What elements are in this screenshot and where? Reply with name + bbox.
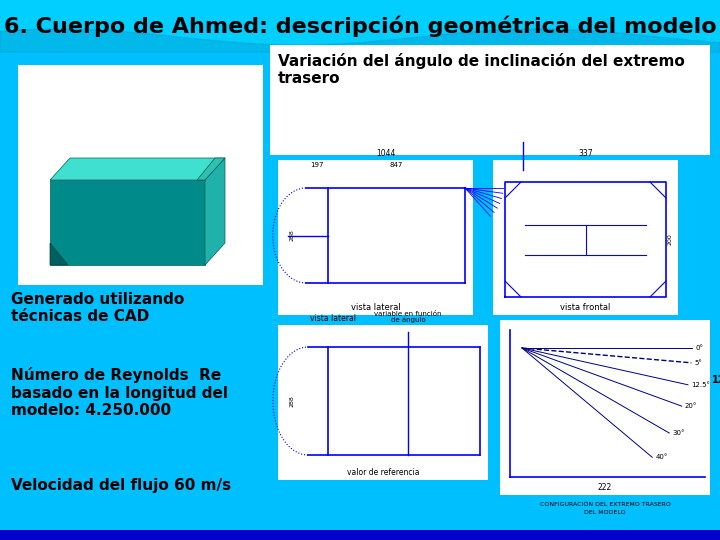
Polygon shape xyxy=(50,180,205,265)
Text: 5°: 5° xyxy=(694,360,702,366)
Text: 6. Cuerpo de Ahmed: descripción geométrica del modelo: 6. Cuerpo de Ahmed: descripción geométri… xyxy=(4,15,716,37)
Text: vista lateral: vista lateral xyxy=(310,314,356,323)
Text: 288: 288 xyxy=(289,395,294,407)
Text: 847: 847 xyxy=(390,162,403,168)
Text: 337: 337 xyxy=(578,149,593,158)
Text: 222: 222 xyxy=(598,483,612,492)
Bar xyxy=(278,325,488,480)
Text: 40°: 40° xyxy=(655,454,667,460)
Text: Número de Reynolds  Re
basado en la longitud del
modelo: 4.250.000: Número de Reynolds Re basado en la longi… xyxy=(11,367,228,418)
Polygon shape xyxy=(197,158,225,180)
Text: 12.5°: 12.5° xyxy=(712,375,720,385)
Bar xyxy=(0,530,720,540)
Text: Generado utilizando
técnicas de CAD: Generado utilizando técnicas de CAD xyxy=(11,292,184,324)
Text: valor de referencia: valor de referencia xyxy=(347,468,419,477)
Text: vista lateral: vista lateral xyxy=(351,303,400,312)
Text: 12.5°: 12.5° xyxy=(691,382,710,388)
Text: CONFIGURACIÓN DEL EXTREMO TRASERO: CONFIGURACIÓN DEL EXTREMO TRASERO xyxy=(539,502,670,507)
Bar xyxy=(18,65,263,285)
Bar xyxy=(500,320,710,495)
Polygon shape xyxy=(50,243,68,265)
Text: vista frontal: vista frontal xyxy=(560,303,611,312)
Text: 288: 288 xyxy=(289,230,294,241)
Text: 197: 197 xyxy=(310,162,324,168)
Text: 0°: 0° xyxy=(695,345,703,351)
Text: variable en función: variable en función xyxy=(374,311,442,317)
Text: 1044: 1044 xyxy=(376,149,395,158)
Text: de ángulo: de ángulo xyxy=(391,316,426,323)
Bar xyxy=(278,160,473,315)
Bar xyxy=(0,0,720,52)
Text: 30°: 30° xyxy=(672,430,685,436)
Polygon shape xyxy=(50,158,225,180)
Text: 200: 200 xyxy=(668,234,673,245)
Bar xyxy=(270,45,710,155)
Text: DEL MODELO: DEL MODELO xyxy=(584,510,626,515)
Polygon shape xyxy=(205,158,225,265)
Text: Velocidad del flujo 60 m/s: Velocidad del flujo 60 m/s xyxy=(11,478,231,493)
Text: Variación del ángulo de inclinación del extremo
trasero: Variación del ángulo de inclinación del … xyxy=(278,53,685,86)
Text: 20°: 20° xyxy=(685,403,697,409)
Bar xyxy=(493,160,678,315)
